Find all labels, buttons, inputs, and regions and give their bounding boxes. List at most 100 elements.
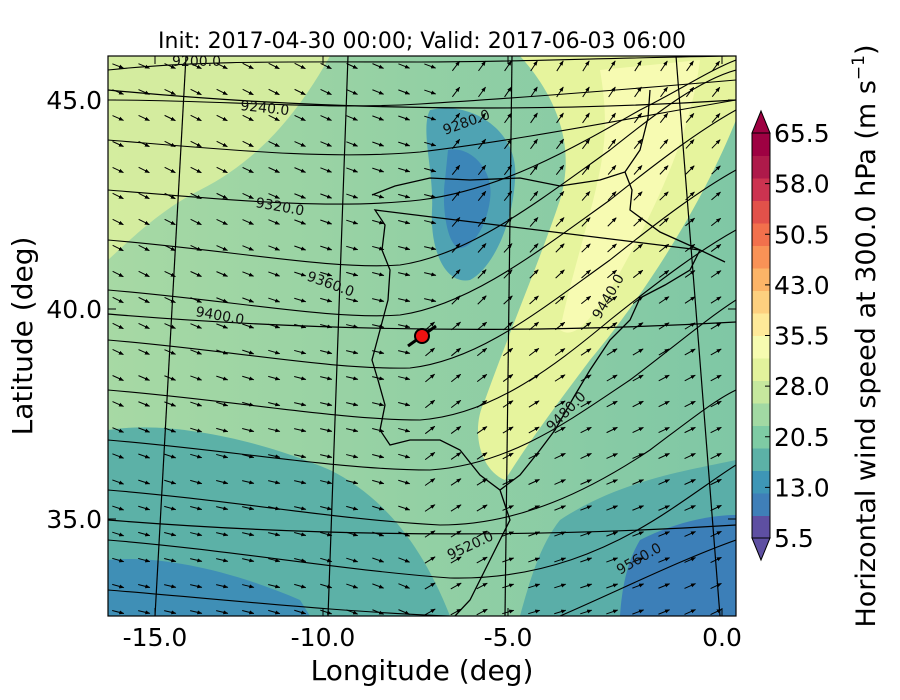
x-tick-label: 0.0 (702, 623, 742, 652)
wind-vector (424, 608, 436, 616)
wind-vector (320, 167, 333, 173)
wind-vector (607, 165, 617, 175)
wind-vector (346, 63, 358, 69)
wind-vector (372, 272, 385, 277)
wind-vector (451, 86, 461, 98)
wind-vector (216, 62, 228, 70)
wind-vector (398, 63, 411, 69)
wind-vector (581, 269, 591, 279)
wind-vector (711, 165, 721, 175)
wind-vector (504, 86, 512, 98)
wind-vector (268, 558, 281, 563)
wind-vector (372, 219, 385, 225)
wind-vector (606, 348, 618, 356)
wind-vector (138, 140, 150, 148)
wind-vector (556, 138, 564, 150)
wind-vector (451, 295, 461, 305)
wind-vector (632, 583, 645, 589)
wind-vector (294, 480, 307, 485)
wind-vector (580, 348, 592, 356)
wind-vector (190, 271, 202, 277)
wind-vector (424, 556, 436, 564)
wind-vector (528, 531, 541, 537)
wind-vector (346, 298, 359, 303)
wind-vector (138, 89, 150, 95)
wind-vector (242, 62, 254, 70)
wind-vector (556, 86, 564, 98)
wind-vector (112, 141, 124, 147)
wind-vector (320, 583, 333, 589)
wind-vector (138, 453, 151, 459)
wind-vector (242, 610, 255, 615)
wind-vector (346, 141, 359, 147)
wind-vector (660, 60, 668, 72)
wind-vector (398, 479, 411, 485)
wind-vector (476, 400, 488, 408)
wind-vector (424, 478, 436, 486)
wind-vector (190, 453, 203, 459)
wind-vector (504, 60, 512, 72)
wind-vector (476, 347, 488, 357)
wind-vector (555, 269, 565, 279)
wind-vector (710, 504, 722, 512)
wind-vector (320, 531, 333, 537)
wind-vector (528, 426, 540, 434)
wind-vector (633, 243, 643, 253)
meridians (154, 56, 721, 616)
colorbar-segment (752, 268, 770, 291)
wind-vector (450, 452, 462, 460)
wind-vector (242, 323, 255, 329)
wind-vector (320, 62, 332, 70)
colorbar-ticks: 65.5 58.0 50.5 43.0 35.5 28.0 20.5 13.0 5.5 (765, 119, 830, 553)
wind-vector (138, 610, 151, 615)
wind-vector (503, 217, 513, 227)
wind-vector (346, 167, 359, 173)
wind-vector (710, 244, 722, 252)
wind-vector (294, 532, 307, 537)
wind-vector (632, 348, 644, 356)
wind-vector (580, 531, 593, 537)
wind-vector (242, 88, 254, 96)
wind-vector (478, 112, 486, 124)
wind-vector (112, 557, 125, 563)
wind-vector (216, 88, 228, 96)
wind-vector (346, 376, 359, 381)
wind-vector (138, 192, 150, 200)
wind-vector (242, 427, 255, 433)
wind-vector (372, 505, 385, 511)
wind-vector (632, 374, 644, 382)
wind-vector (346, 505, 359, 511)
wind-vector (242, 193, 254, 199)
wind-vector (658, 426, 670, 434)
wind-vector (710, 217, 722, 227)
wind-vector (476, 373, 488, 383)
wind-field-jet-streak-core (560, 60, 700, 333)
wind-vector (268, 454, 281, 459)
wind-vector (190, 297, 202, 303)
wind-vector (346, 89, 358, 95)
colorbar-segment (752, 133, 770, 156)
wind-vector (190, 375, 203, 381)
wind-vector (320, 480, 333, 485)
wind-vector (294, 193, 307, 199)
wind-vector (294, 557, 307, 563)
wind-vector (190, 114, 202, 122)
wind-vector (164, 63, 176, 69)
contour-label: 9240.0 (240, 98, 290, 119)
wind-vector (554, 531, 567, 537)
wind-vector (216, 532, 229, 537)
wind-vector (112, 610, 125, 615)
wind-vector (606, 557, 619, 563)
wind-vector (372, 583, 385, 589)
wind-vector (190, 166, 202, 174)
wind-vector (529, 217, 539, 227)
wind-vector (398, 167, 411, 173)
wind-vector (632, 609, 645, 615)
wind-vector (294, 141, 306, 147)
x-axis-ticks: -15.0 -10.0 -5.0 0.0 (123, 56, 742, 652)
wind-vector (554, 374, 566, 382)
wind-vector (112, 583, 125, 589)
wind-vector (294, 167, 306, 173)
colorbar-segment (752, 245, 770, 269)
wind-vector (632, 531, 645, 537)
